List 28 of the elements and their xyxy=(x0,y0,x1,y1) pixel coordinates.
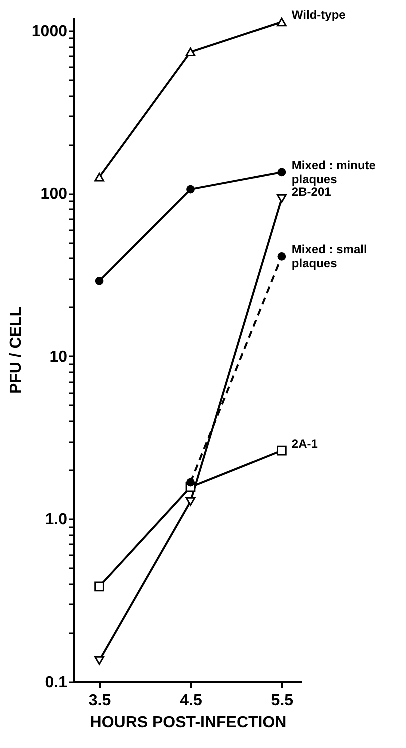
y-tick-label: 1000 xyxy=(32,23,68,40)
point xyxy=(186,497,196,506)
x-tick-label: 4.5 xyxy=(180,692,202,710)
x-tick-label: 3.5 xyxy=(88,692,112,710)
series-label: 2B-201 xyxy=(292,184,332,199)
point xyxy=(94,172,104,182)
point xyxy=(277,194,287,204)
series-label: Wild-type xyxy=(292,8,346,22)
point xyxy=(186,48,196,57)
point xyxy=(186,478,195,487)
x-axis-title: HOURS POST-INFECTION xyxy=(90,714,287,732)
point xyxy=(94,656,104,666)
point xyxy=(278,168,286,177)
y-tick-label: 0.1 xyxy=(45,674,68,692)
point xyxy=(277,18,287,27)
y-tick-label: 10 xyxy=(50,348,68,366)
series-label: Mixed : minute plaques xyxy=(292,158,376,186)
point xyxy=(94,582,104,592)
series-label: 2A-1 xyxy=(292,436,318,451)
point xyxy=(95,277,104,286)
series-label: Mixed : small plaques xyxy=(292,242,368,271)
point xyxy=(278,252,286,261)
y-axis-title: PFU / CELL xyxy=(8,306,25,394)
x-tick-label: 5.5 xyxy=(271,692,294,710)
point xyxy=(277,446,287,456)
y-tick-label: 100 xyxy=(40,186,68,204)
y-tick-label: 1.0 xyxy=(45,512,68,529)
point xyxy=(186,185,195,194)
